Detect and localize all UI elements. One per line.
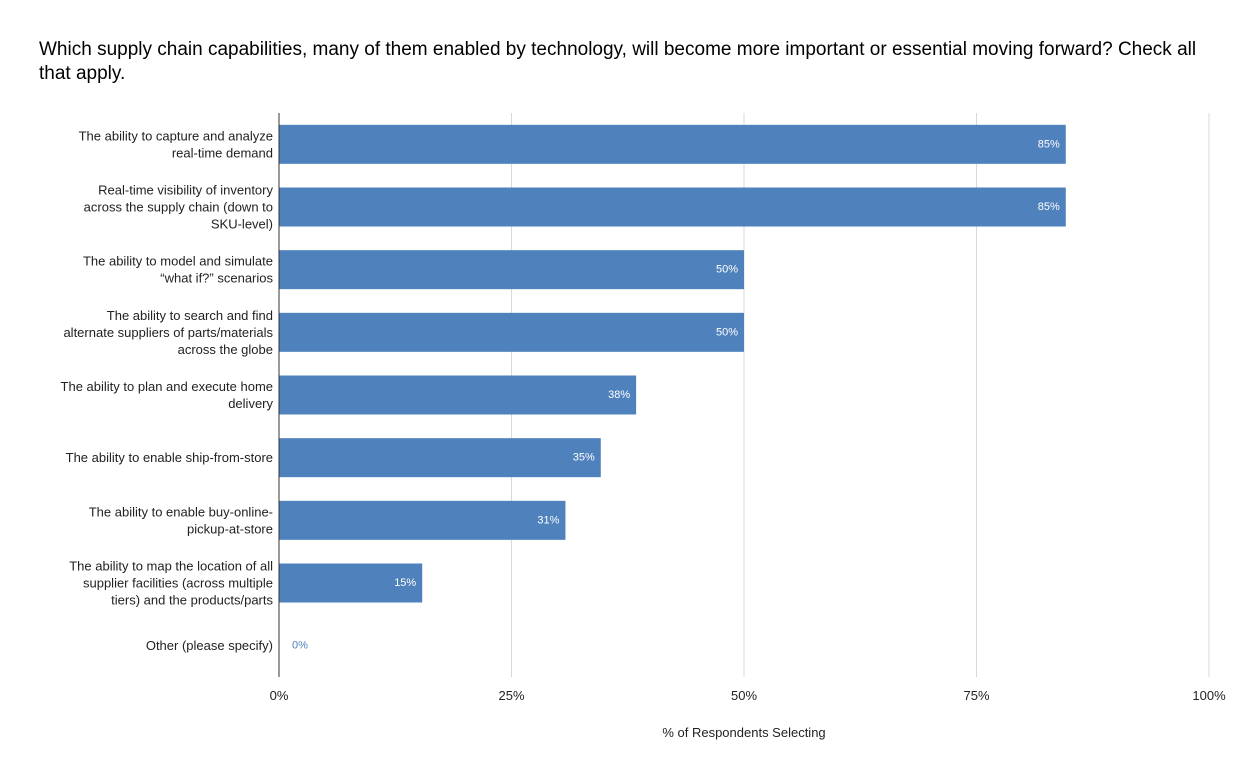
x-tick-label: 0%: [270, 688, 289, 703]
data-label: 85%: [1038, 201, 1060, 213]
data-label: 0%: [292, 640, 308, 652]
category-label: SKU-level): [211, 217, 273, 232]
data-label: 50%: [716, 264, 738, 276]
x-tick-label: 50%: [731, 688, 757, 703]
category-label: The ability to map the location of all: [69, 559, 273, 574]
bars: 85% 85% 50% 50% 38% 35% 31% 15% 0%: [279, 124, 1066, 652]
bar: [279, 438, 601, 478]
category-label: The ability to enable buy-online-: [89, 504, 273, 519]
data-label: 15%: [394, 577, 416, 589]
category-label: across the supply chain (down to: [84, 200, 273, 215]
x-tick-label: 75%: [963, 688, 989, 703]
bar: [279, 250, 744, 290]
category-label: delivery: [228, 396, 273, 411]
bar: [279, 375, 637, 415]
data-label: 85%: [1038, 138, 1060, 150]
x-axis-title: % of Respondents Selecting: [662, 725, 825, 740]
data-label: 31%: [537, 514, 559, 526]
bar: [279, 500, 566, 540]
x-tick-label: 100%: [1192, 688, 1226, 703]
category-label: “what if?” scenarios: [160, 271, 273, 286]
data-label: 35%: [573, 452, 595, 464]
category-label: tiers) and the products/parts: [111, 593, 273, 608]
category-label: alternate suppliers of parts/materials: [63, 325, 273, 340]
category-label: real-time demand: [172, 145, 273, 160]
category-label: across the globe: [178, 342, 273, 357]
data-label: 38%: [608, 389, 630, 401]
bar: [279, 124, 1066, 164]
category-label: supplier facilities (across multiple: [83, 576, 273, 591]
category-label: The ability to model and simulate: [83, 254, 273, 269]
category-label: pickup-at-store: [187, 521, 273, 536]
category-label: Other (please specify): [146, 638, 273, 653]
category-label: The ability to plan and execute home: [61, 379, 273, 394]
category-label: The ability to capture and analyze: [79, 128, 273, 143]
category-label: Real-time visibility of inventory: [98, 183, 273, 198]
bar: [279, 187, 1066, 227]
x-axis-ticks: 0% 25% 50% 75% 100%: [270, 688, 1226, 703]
data-label: 50%: [716, 326, 738, 338]
bar: [279, 563, 423, 603]
bar: [279, 312, 744, 352]
chart-title: Which supply chain capabilities, many of…: [39, 39, 1197, 84]
category-label: The ability to search and find: [107, 308, 273, 323]
x-tick-label: 25%: [498, 688, 524, 703]
category-label: The ability to enable ship-from-store: [66, 450, 273, 465]
category-labels: The ability to capture and analyze real-t…: [61, 128, 274, 653]
